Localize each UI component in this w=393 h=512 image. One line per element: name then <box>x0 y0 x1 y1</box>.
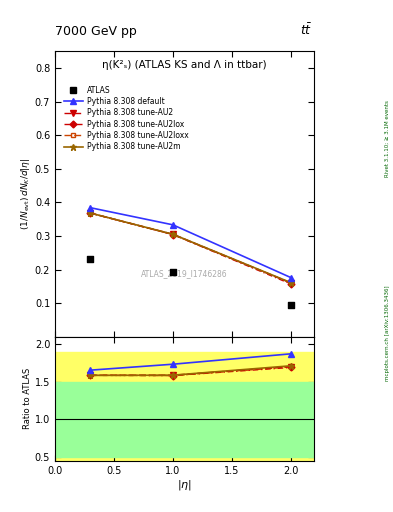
X-axis label: $|\eta|$: $|\eta|$ <box>177 478 192 493</box>
Text: Rivet 3.1.10; ≥ 3.1M events: Rivet 3.1.10; ≥ 3.1M events <box>385 100 389 177</box>
Point <box>87 254 94 263</box>
Y-axis label: $(1/N_\mathrm{evt})\,dN_K/d|\eta|$: $(1/N_\mathrm{evt})\,dN_K/d|\eta|$ <box>19 158 32 230</box>
Y-axis label: Ratio to ATLAS: Ratio to ATLAS <box>23 368 32 430</box>
Legend: ATLAS, Pythia 8.308 default, Pythia 8.308 tune-AU2, Pythia 8.308 tune-AU2lox, Py: ATLAS, Pythia 8.308 default, Pythia 8.30… <box>61 83 191 154</box>
Text: mcplots.cern.ch [arXiv:1306.3436]: mcplots.cern.ch [arXiv:1306.3436] <box>385 285 389 380</box>
Point <box>170 268 176 276</box>
Text: 7000 GeV pp: 7000 GeV pp <box>55 26 137 38</box>
Text: $t\bar{t}$: $t\bar{t}$ <box>300 23 312 38</box>
Point <box>288 301 294 309</box>
Text: η(K²ₛ) (ATLAS KS and Λ in ttbar): η(K²ₛ) (ATLAS KS and Λ in ttbar) <box>103 60 267 70</box>
Text: ATLAS_2019_I1746286: ATLAS_2019_I1746286 <box>141 269 228 279</box>
